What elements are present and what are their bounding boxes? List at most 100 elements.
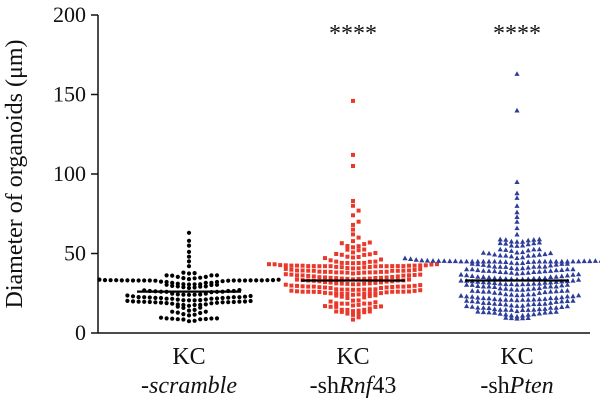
data-point [153,278,158,283]
data-point [514,266,520,271]
data-point [486,268,492,273]
data-point [351,271,355,276]
data-point [525,241,531,247]
data-point [351,203,355,208]
data-point [395,264,400,269]
data-point [508,270,514,275]
data-point [328,275,333,280]
data-point [192,276,197,281]
data-point [384,269,389,274]
data-point [520,242,526,248]
data-point [373,280,378,285]
data-point [514,107,520,113]
data-point [503,247,509,252]
data-point [270,278,276,283]
data-point [125,293,130,298]
data-point [237,278,242,283]
data-point [373,300,378,305]
data-point [503,297,509,302]
data-point [536,269,542,274]
data-point [542,306,548,311]
data-point [412,267,417,272]
data-point [192,298,197,303]
data-point [418,283,423,288]
data-point [334,304,339,309]
data-point [186,308,192,313]
data-point [356,302,361,307]
data-point [395,268,400,273]
data-point [175,274,180,279]
data-point [186,243,192,248]
data-point [531,269,537,274]
data-point [553,267,559,273]
data-point [429,262,434,267]
data-point [164,273,169,278]
data-point [390,264,395,269]
data-point [384,275,389,280]
data-point [542,268,548,274]
data-point [311,264,316,269]
data-point [186,271,192,276]
data-point [300,289,305,294]
data-point [351,282,355,287]
data-point [492,284,498,289]
data-point [237,299,242,304]
data-point [379,280,383,285]
data-point [186,298,192,303]
data-point [300,284,305,289]
data-point [289,272,294,277]
data-point [452,258,458,264]
data-point [362,247,367,252]
data-point [553,309,559,314]
data-point [125,298,130,303]
data-point [503,264,509,269]
data-point [503,269,509,275]
data-point [492,296,498,302]
data-point [373,304,378,309]
data-point [536,296,542,302]
data-point [497,296,503,302]
data-point [119,278,124,283]
data-point [508,242,514,248]
data-point [242,278,248,283]
data-point [520,281,526,287]
data-point [475,308,481,314]
data-point [153,300,158,305]
data-point [186,259,192,264]
data-point [164,316,169,321]
data-point [508,307,514,312]
data-point [181,292,186,297]
data-point [198,275,203,280]
data-point [531,259,537,264]
data-point [181,317,186,322]
data-point [401,289,406,294]
data-point [351,266,355,271]
data-point [362,242,367,247]
labels: Diameter of organoids (μm) KC -scramble ***… [2,21,554,399]
data-point [362,252,367,257]
data-point [576,292,582,298]
data-point [311,289,316,294]
data-point [186,303,192,308]
data-point [317,269,322,274]
data-point [356,235,361,240]
data-point [373,264,378,269]
data-point [553,274,559,279]
data-point [536,301,542,306]
data-point [559,288,565,293]
data-point [548,279,554,285]
data-point [192,307,197,312]
data-point [469,258,475,264]
data-point [542,258,548,264]
series-1-points [97,230,281,324]
data-point [469,288,475,293]
data-point [536,263,542,269]
data-point [508,312,514,318]
data-point [514,292,520,298]
y-tick-label: 100 [53,161,86,186]
data-point [367,276,372,281]
data-point [503,240,509,246]
data-point [508,297,514,302]
data-point [248,278,253,283]
